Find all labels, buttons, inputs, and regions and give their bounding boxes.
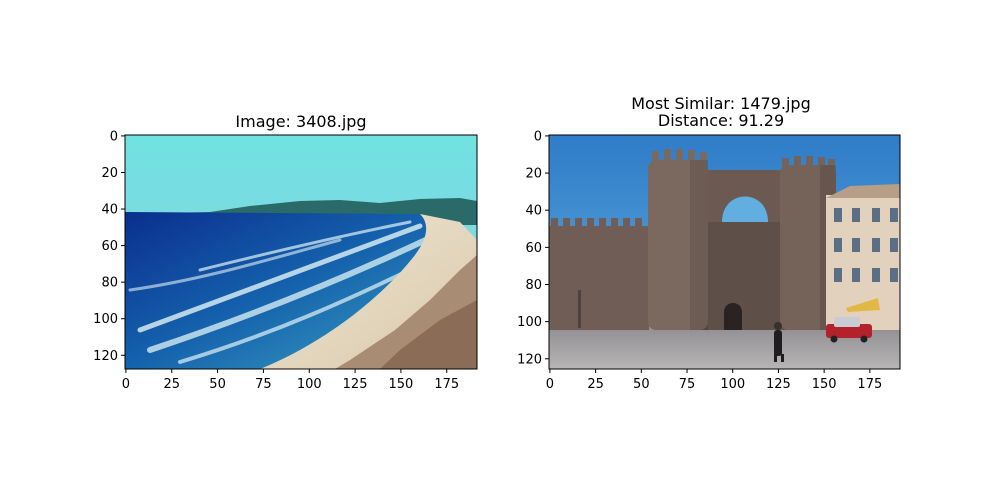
panel-title: Image: 3408.jpg xyxy=(235,112,366,131)
axis-ticks: 0 25 50 75 100 125 150 175 0 20 40 60 80 100 120 xyxy=(93,129,459,392)
x-tick-label: 125 xyxy=(343,377,368,392)
y-tick-label: 120 xyxy=(517,352,542,367)
castle-photo xyxy=(549,135,900,369)
x-tick-label: 25 xyxy=(163,377,180,392)
y-tick-label: 60 xyxy=(101,239,118,254)
y-tick-label: 0 xyxy=(110,129,118,144)
x-tick-label: 75 xyxy=(255,377,272,392)
axis-ticks: 0 25 50 75 100 125 150 175 0 20 40 60 80 100 120 xyxy=(517,129,882,392)
y-tick-label: 60 xyxy=(525,241,542,256)
x-tick-label: 50 xyxy=(633,377,650,392)
y-tick-label: 20 xyxy=(101,166,118,181)
beach-photo xyxy=(125,135,477,369)
panel-source-image: Image: 3408.jpg 0 25 50 75 100 125 150 175 0 20 40… xyxy=(93,112,478,392)
x-tick-label: 150 xyxy=(812,377,837,392)
x-tick-label: 175 xyxy=(857,377,882,392)
y-tick-label: 80 xyxy=(101,276,118,291)
x-tick-label: 100 xyxy=(297,377,322,392)
x-tick-label: 0 xyxy=(546,377,554,392)
x-tick-label: 75 xyxy=(679,377,696,392)
x-tick-label: 125 xyxy=(766,377,791,392)
y-tick-label: 100 xyxy=(517,315,542,330)
y-tick-label: 20 xyxy=(525,167,542,182)
x-tick-label: 150 xyxy=(389,377,414,392)
x-tick-label: 50 xyxy=(209,377,226,392)
y-tick-label: 120 xyxy=(93,349,118,364)
y-tick-label: 40 xyxy=(525,204,542,219)
panel-title-line-2: Distance: 91.29 xyxy=(658,111,784,130)
y-tick-label: 80 xyxy=(525,278,542,293)
x-tick-label: 0 xyxy=(122,377,130,392)
axes-frame xyxy=(124,134,478,370)
y-tick-label: 40 xyxy=(101,203,118,218)
axes-frame xyxy=(548,134,901,370)
y-tick-label: 100 xyxy=(93,312,118,327)
x-tick-label: 25 xyxy=(587,377,604,392)
panel-title-line-1: Most Similar: 1479.jpg xyxy=(631,94,811,113)
x-tick-label: 100 xyxy=(720,377,745,392)
y-tick-label: 0 xyxy=(534,129,542,144)
x-tick-label: 175 xyxy=(434,377,459,392)
panel-most-similar-image: Most Similar: 1479.jpg Distance: 91.29 xyxy=(517,94,901,392)
